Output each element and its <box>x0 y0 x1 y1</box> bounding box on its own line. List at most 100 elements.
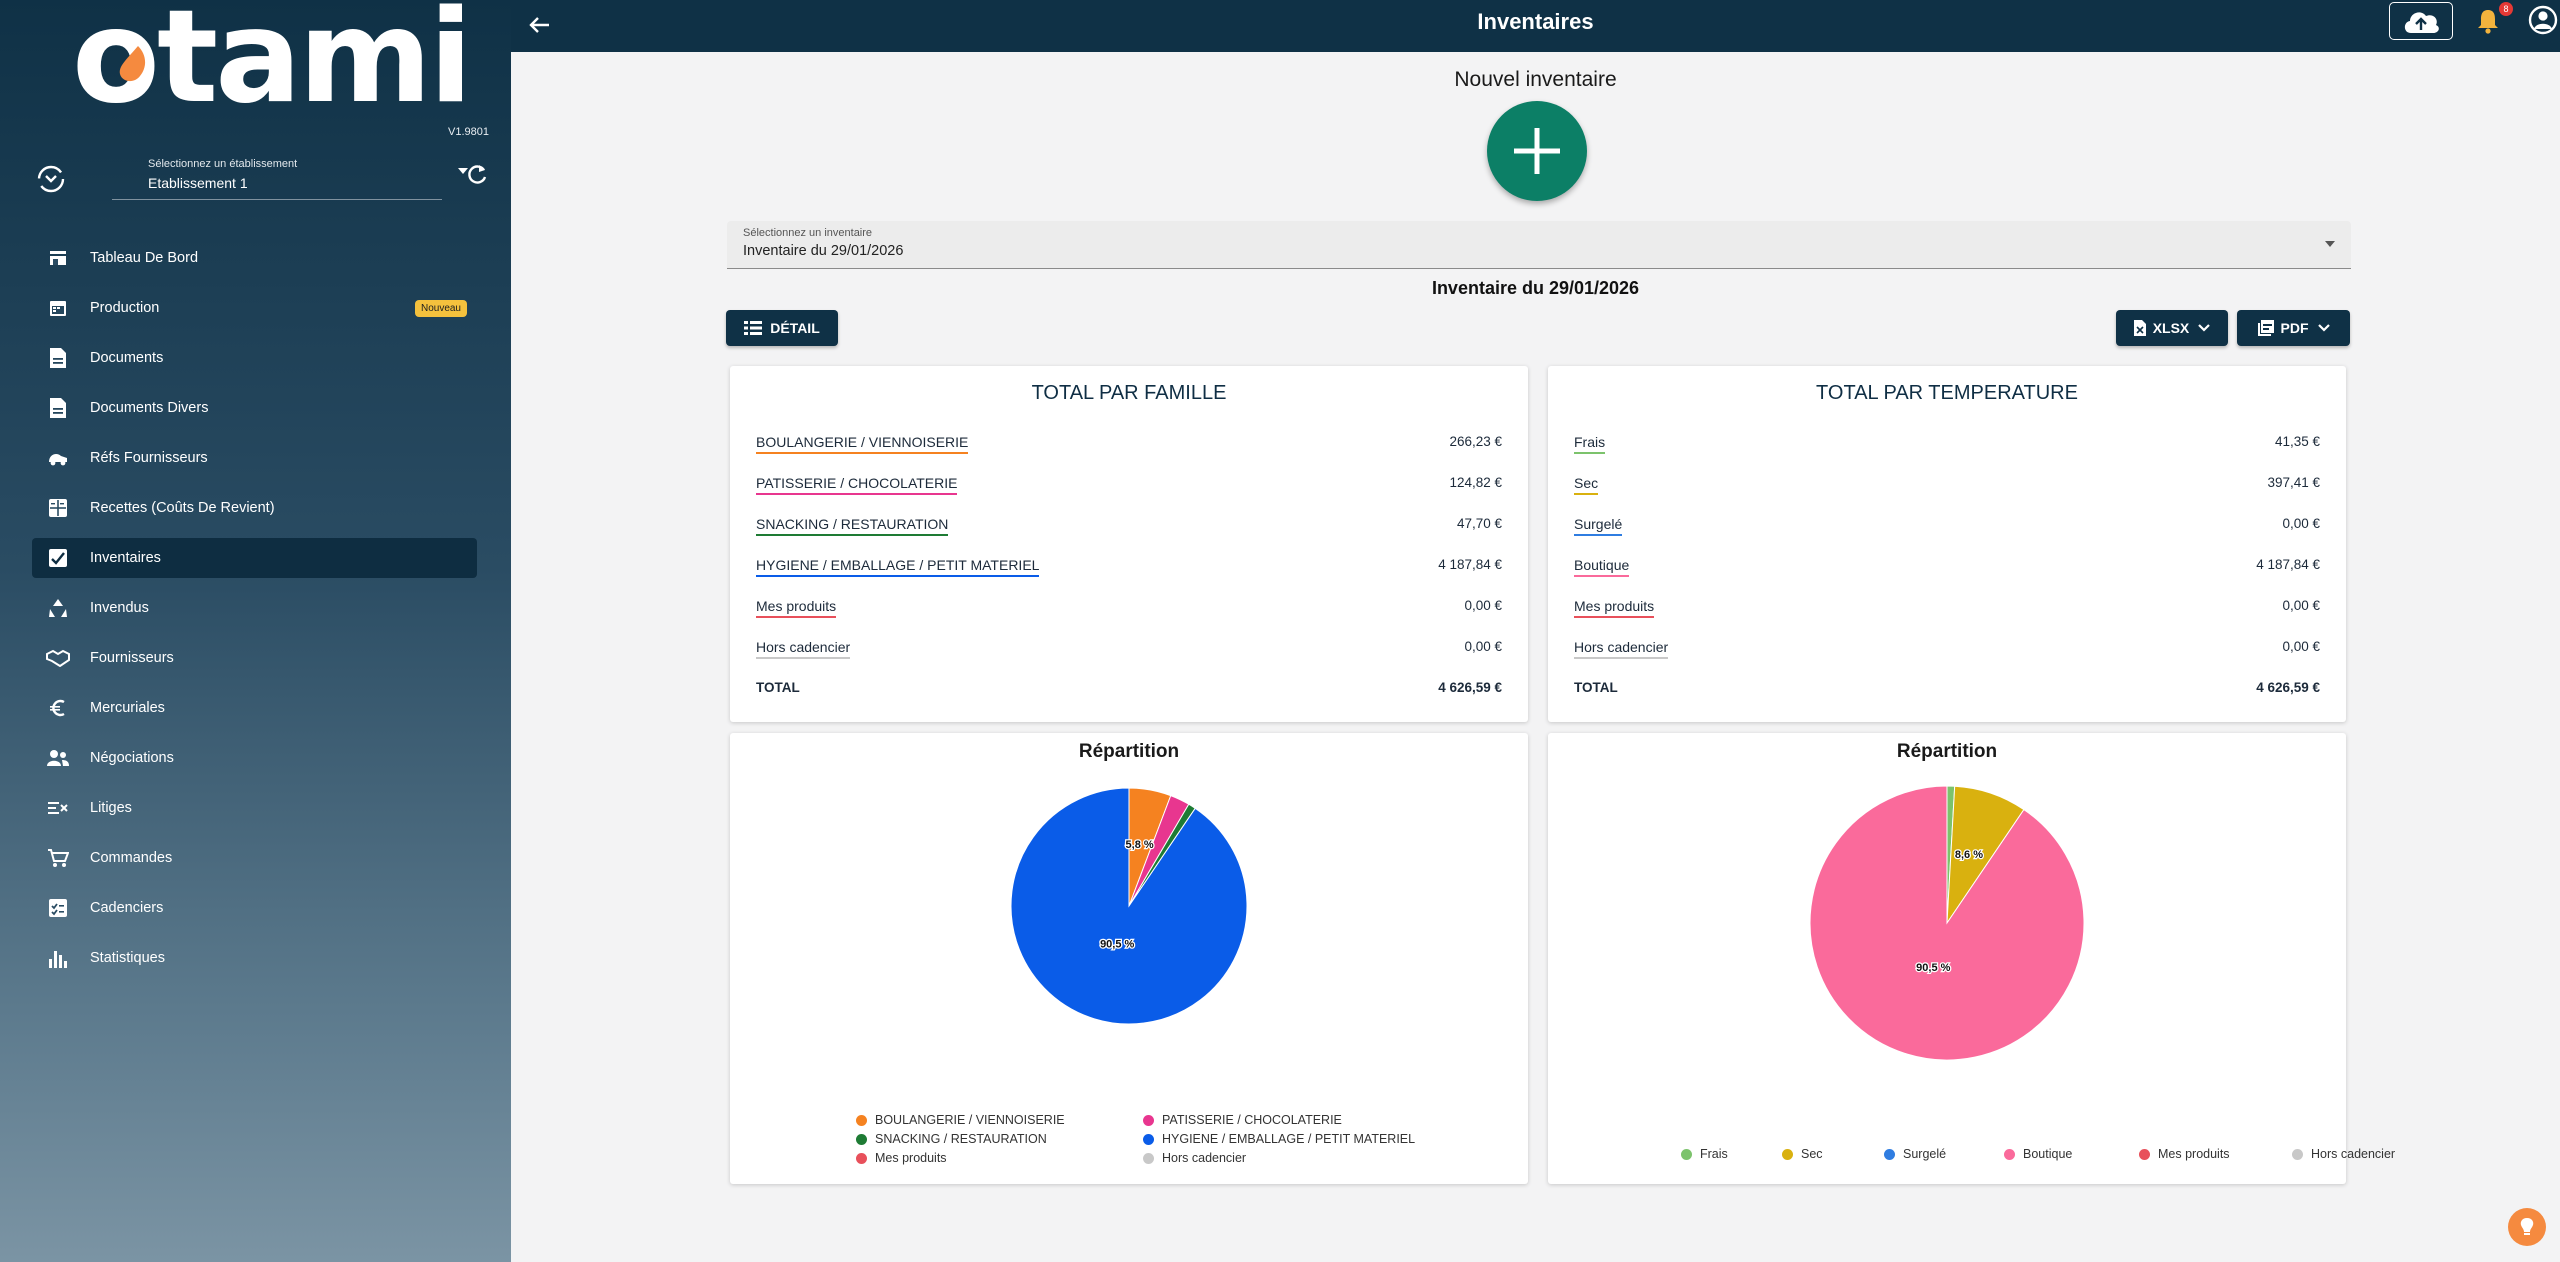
sidebar-item-inventaires[interactable]: Inventaires <box>32 538 477 578</box>
table-row: Mes produits 0,00 € <box>1574 594 2320 635</box>
sidebar-item-negociations[interactable]: Négociations <box>32 738 477 778</box>
sidebar-item-label: Négociations <box>90 750 174 766</box>
sidebar-item-label: Litiges <box>90 800 132 816</box>
row-value: 41,35 € <box>2274 434 2320 449</box>
row-label[interactable]: Mes produits <box>756 598 837 618</box>
sidebar-item-cadenciers[interactable]: Cadenciers <box>32 888 477 928</box>
row-label[interactable]: HYGIENE / EMBALLAGE / PETIT MATERIEL <box>756 557 1040 577</box>
legend-item[interactable]: Surgelé <box>1884 1147 1946 1161</box>
row-label[interactable]: Hors cadencier <box>1574 639 1669 659</box>
legend-item[interactable]: SNACKING / RESTAURATION <box>856 1132 1047 1146</box>
table-row: Boutique 4 187,84 € <box>1574 553 2320 594</box>
legend-item[interactable]: Mes produits <box>2139 1147 2230 1161</box>
total-row: TOTAL 4 626,59 € <box>1574 676 2320 717</box>
legend-item[interactable]: Hors cadencier <box>2292 1147 2395 1161</box>
legend-item[interactable]: Mes produits <box>856 1151 947 1165</box>
row-value: 4 187,84 € <box>2256 557 2320 572</box>
sidebar-item-label: Recettes (Coûts De Revient) <box>90 500 275 516</box>
temperature-rows: Frais 41,35 € Sec 397,41 € Surgelé 0,00 … <box>1574 430 2320 717</box>
sidebar-item-label: Tableau De Bord <box>90 250 199 266</box>
sidebar-item-label: Mercuriales <box>90 700 165 716</box>
inventory-heading: Inventaire du 29/01/2026 <box>1431 278 1640 298</box>
row-label[interactable]: Surgelé <box>1574 516 1623 536</box>
legend-label: Surgelé <box>1903 1147 1947 1161</box>
row-label[interactable]: Hors cadencier <box>756 639 851 659</box>
establishment-select-label: Sélectionnez un établissement <box>148 158 298 170</box>
sidebar-item-label: Statistiques <box>90 950 165 966</box>
legend-swatch <box>2004 1148 2015 1160</box>
account-circle-icon[interactable] <box>2527 4 2559 36</box>
help-button[interactable] <box>2508 1208 2546 1246</box>
legend-item[interactable]: Sec <box>1782 1147 1823 1161</box>
sidebar-item-tableau-de-bord[interactable]: Tableau De Bord <box>32 238 477 278</box>
sidebar-item-statistiques[interactable]: Statistiques <box>32 938 477 978</box>
pdf-file-icon <box>2257 320 2274 336</box>
document-icon <box>46 396 70 420</box>
sidebar-item-documents[interactable]: Documents <box>32 338 477 378</box>
table-row: HYGIENE / EMBALLAGE / PETIT MATERIEL 4 1… <box>756 553 1502 594</box>
sidebar-item-documents-divers[interactable]: Documents Divers <box>32 388 477 428</box>
pie-chart-temperature: 8,6 % 90,5 % <box>1809 785 2085 1061</box>
otami-logo[interactable]: otami <box>72 0 473 122</box>
inventory-select-label: Sélectionnez un inventaire <box>743 227 873 239</box>
legend-item[interactable]: Hors cadencier <box>1143 1151 1246 1165</box>
sidebar-item-label: Documents Divers <box>90 400 209 416</box>
pdf-export-button[interactable]: PDF <box>2237 310 2350 346</box>
back-arrow-icon[interactable] <box>525 10 555 40</box>
inventory-select[interactable]: Sélectionnez un inventaire Inventaire du… <box>727 221 2351 269</box>
legend-label: Frais <box>1700 1147 1728 1161</box>
row-value: 0,00 € <box>1464 598 1502 613</box>
sidebar-item-invendus[interactable]: Invendus <box>32 588 477 628</box>
sidebar-item-label: Inventaires <box>90 550 161 566</box>
pie-data-label: 90,5 % <box>1100 938 1134 950</box>
new-inventory-button[interactable] <box>1487 101 1587 201</box>
sidebar-item-mercuriales[interactable]: Mercuriales <box>32 688 477 728</box>
cloud-upload-button[interactable] <box>2389 2 2453 40</box>
legend-label: Boutique <box>2023 1147 2073 1161</box>
row-label[interactable]: PATISSERIE / CHOCOLATERIE <box>756 475 958 495</box>
new-inventory-title: Nouvel inventaire <box>1454 68 1617 91</box>
list-icon <box>744 321 763 335</box>
row-label[interactable]: BOULANGERIE / VIENNOISERIE <box>756 434 969 454</box>
row-label[interactable]: Frais <box>1574 434 1606 454</box>
famille-rows: BOULANGERIE / VIENNOISERIE 266,23 € PATI… <box>756 430 1502 717</box>
pie-slice[interactable] <box>1010 787 1248 1025</box>
establishment-select[interactable]: Sélectionnez un établissement Etablissem… <box>112 154 468 200</box>
notifications-bell-icon[interactable] <box>2473 6 2503 36</box>
swap-establishment-icon[interactable] <box>34 162 68 196</box>
legend-item[interactable]: HYGIENE / EMBALLAGE / PETIT MATERIEL <box>1143 1132 1415 1146</box>
legend-item[interactable]: Frais <box>1681 1147 1728 1161</box>
sidebar-item-recettes[interactable]: Recettes (Coûts De Revient) <box>32 488 477 528</box>
xlsx-export-button[interactable]: XLSX <box>2116 310 2228 346</box>
detail-button[interactable]: DÉTAIL <box>726 310 838 346</box>
row-label[interactable]: Mes produits <box>1574 598 1655 618</box>
card-title: TOTAL PAR TEMPERATURE <box>1816 382 2078 404</box>
sidebar-item-refs-fournisseurs[interactable]: Réfs Fournisseurs <box>32 438 477 478</box>
repartition-temperature-card: Répartition 8,6 % 90,5 % Frais Sec Surgelé B… <box>1548 733 2395 1184</box>
row-label[interactable]: Sec <box>1574 475 1599 495</box>
total-value: 4 626,59 € <box>2256 680 2320 695</box>
sidebar-item-production[interactable]: Production Nouveau <box>32 288 477 328</box>
row-label[interactable]: SNACKING / RESTAURATION <box>756 516 949 536</box>
cart-icon <box>46 846 70 870</box>
legend-swatch <box>1143 1133 1154 1145</box>
legend-label: BOULANGERIE / VIENNOISERIE <box>875 1113 1065 1127</box>
legend-label: SNACKING / RESTAURATION <box>875 1132 1047 1146</box>
pie-slice[interactable] <box>1809 785 2085 1061</box>
sidebar-item-litiges[interactable]: Litiges <box>32 788 477 828</box>
pie-data-label: 8,6 % <box>1955 849 1983 861</box>
app-version: V1.9801 <box>448 126 489 138</box>
refresh-icon[interactable] <box>464 162 490 188</box>
row-label[interactable]: Boutique <box>1574 557 1630 577</box>
legend-item[interactable]: Boutique <box>2004 1147 2072 1161</box>
logo-flame-icon <box>119 46 146 82</box>
calendar-icon <box>46 296 70 320</box>
legend-item[interactable]: PATISSERIE / CHOCOLATERIE <box>1143 1113 1342 1127</box>
calculator-icon <box>46 496 70 520</box>
legend-swatch <box>856 1152 867 1164</box>
sidebar-item-fournisseurs[interactable]: Fournisseurs <box>32 638 477 678</box>
legend-item[interactable]: BOULANGERIE / VIENNOISERIE <box>856 1113 1065 1127</box>
sidebar-item-commandes[interactable]: Commandes <box>32 838 477 878</box>
legend-label: Sec <box>1801 1147 1823 1161</box>
legend-label: Mes produits <box>2158 1147 2230 1161</box>
